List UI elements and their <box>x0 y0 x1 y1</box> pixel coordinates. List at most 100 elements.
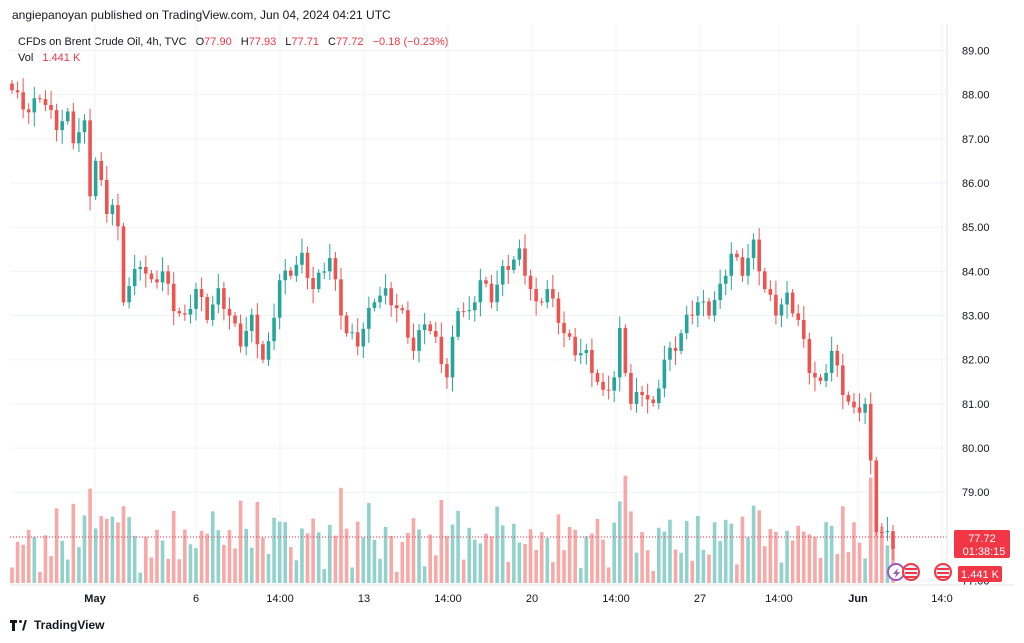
candle-body <box>93 160 98 197</box>
volume-bar <box>216 530 221 583</box>
candle-body <box>517 248 522 260</box>
volume-bar <box>328 524 332 583</box>
candle-body <box>261 344 265 360</box>
candle-body <box>762 271 767 290</box>
volume-bar <box>367 503 371 583</box>
volume-bar <box>539 532 544 583</box>
volume-bar <box>512 523 516 583</box>
candle-body <box>82 120 87 133</box>
high-value: 77.93 <box>248 36 277 48</box>
candle-body <box>484 280 488 284</box>
volume-bar <box>852 522 856 583</box>
candle-body <box>110 205 115 214</box>
candle-body <box>545 289 550 303</box>
volume-bar <box>567 527 572 583</box>
volume-bar <box>300 528 304 583</box>
volume-bar <box>657 527 661 583</box>
candle-body <box>489 283 494 303</box>
candle-body <box>199 289 204 297</box>
price-tick-label: 82.00 <box>962 355 990 367</box>
volume-bar <box>305 533 310 583</box>
candle-body <box>71 111 76 144</box>
candle-body <box>495 284 499 303</box>
candle-body <box>49 104 53 110</box>
candle-body <box>567 333 572 337</box>
candle-body <box>439 336 444 365</box>
candle-body <box>205 296 209 320</box>
volume-bar <box>155 529 159 583</box>
candle-body <box>249 314 254 332</box>
volume-bar <box>846 552 851 583</box>
candle-body <box>645 395 650 400</box>
volume-bar <box>99 516 104 583</box>
volume-bar <box>556 514 561 583</box>
candle-body <box>355 332 360 347</box>
volume-bar <box>623 475 628 583</box>
volume-bar <box>517 542 522 583</box>
candle-body <box>300 252 304 265</box>
candle-body <box>573 336 577 356</box>
grid-lines <box>10 24 947 585</box>
volume-bar <box>199 530 204 583</box>
volume-bar <box>316 532 321 583</box>
candle-body <box>333 258 338 280</box>
candle-body <box>868 403 873 461</box>
volume-bar <box>751 505 756 583</box>
candle-body <box>757 239 761 272</box>
volume-bar <box>350 567 354 583</box>
event-icons[interactable] <box>887 563 952 581</box>
volume-bar <box>104 518 109 583</box>
candle-body <box>406 310 410 338</box>
volume-bar <box>110 516 115 583</box>
symbol-description[interactable]: CFDs on Brent Crude Oil, 4h, TVC <box>18 36 187 48</box>
price-tick-label: 83.00 <box>962 311 990 323</box>
price-badge: 77.72 01:38:15 <box>954 530 1010 558</box>
candle-body <box>723 275 728 284</box>
candle-body <box>785 292 789 305</box>
volume-bar <box>339 487 343 583</box>
candle-body <box>456 311 460 337</box>
volume-bar <box>43 535 48 583</box>
candle-body <box>361 328 366 347</box>
volume-bar <box>272 517 276 583</box>
candle-body <box>216 288 221 305</box>
candle-body <box>255 314 260 345</box>
candle-body <box>657 388 661 404</box>
volume-bar <box>144 536 148 583</box>
candle-body <box>807 338 812 373</box>
price-tick-label: 84.00 <box>962 266 990 278</box>
volume-bar <box>880 526 884 583</box>
volume-bar <box>796 525 801 583</box>
candle-body <box>445 364 449 378</box>
candle-body <box>38 98 42 100</box>
candle-body <box>768 289 773 295</box>
price-tick-label: 87.00 <box>962 134 990 146</box>
volume-bar <box>885 545 890 583</box>
volume-bar <box>205 533 209 583</box>
price-axis[interactable]: 77.0078.0079.0080.0081.0082.0083.0084.00… <box>962 46 990 588</box>
volume-bar <box>82 515 87 583</box>
volume-bar <box>26 529 31 583</box>
candle-body <box>556 298 561 323</box>
candle-body <box>461 311 466 313</box>
volume-bar <box>645 550 650 583</box>
volume-label[interactable]: Vol <box>18 52 34 64</box>
price-tick-label: 85.00 <box>962 222 990 234</box>
candle-body <box>188 308 193 315</box>
volume-bar <box>729 523 734 583</box>
time-axis[interactable]: May 6 14:00 13 14:00 20 14:00 27 14:00 Jun 14:0 <box>84 593 952 605</box>
volume-bar <box>266 554 271 583</box>
candle-body <box>718 283 722 301</box>
candle-body <box>701 301 706 303</box>
tradingview-footer[interactable]: TradingView <box>10 618 104 632</box>
candle-body <box>328 258 332 272</box>
volume-bar <box>227 530 232 583</box>
time-tick-label: 14:00 <box>602 593 630 605</box>
volume-bar <box>294 560 299 583</box>
volume-bar <box>473 539 477 583</box>
volume-bar <box>261 537 265 583</box>
volume-bar <box>166 558 170 583</box>
candle-body <box>138 266 143 270</box>
price-tick-label: 86.00 <box>962 178 990 190</box>
